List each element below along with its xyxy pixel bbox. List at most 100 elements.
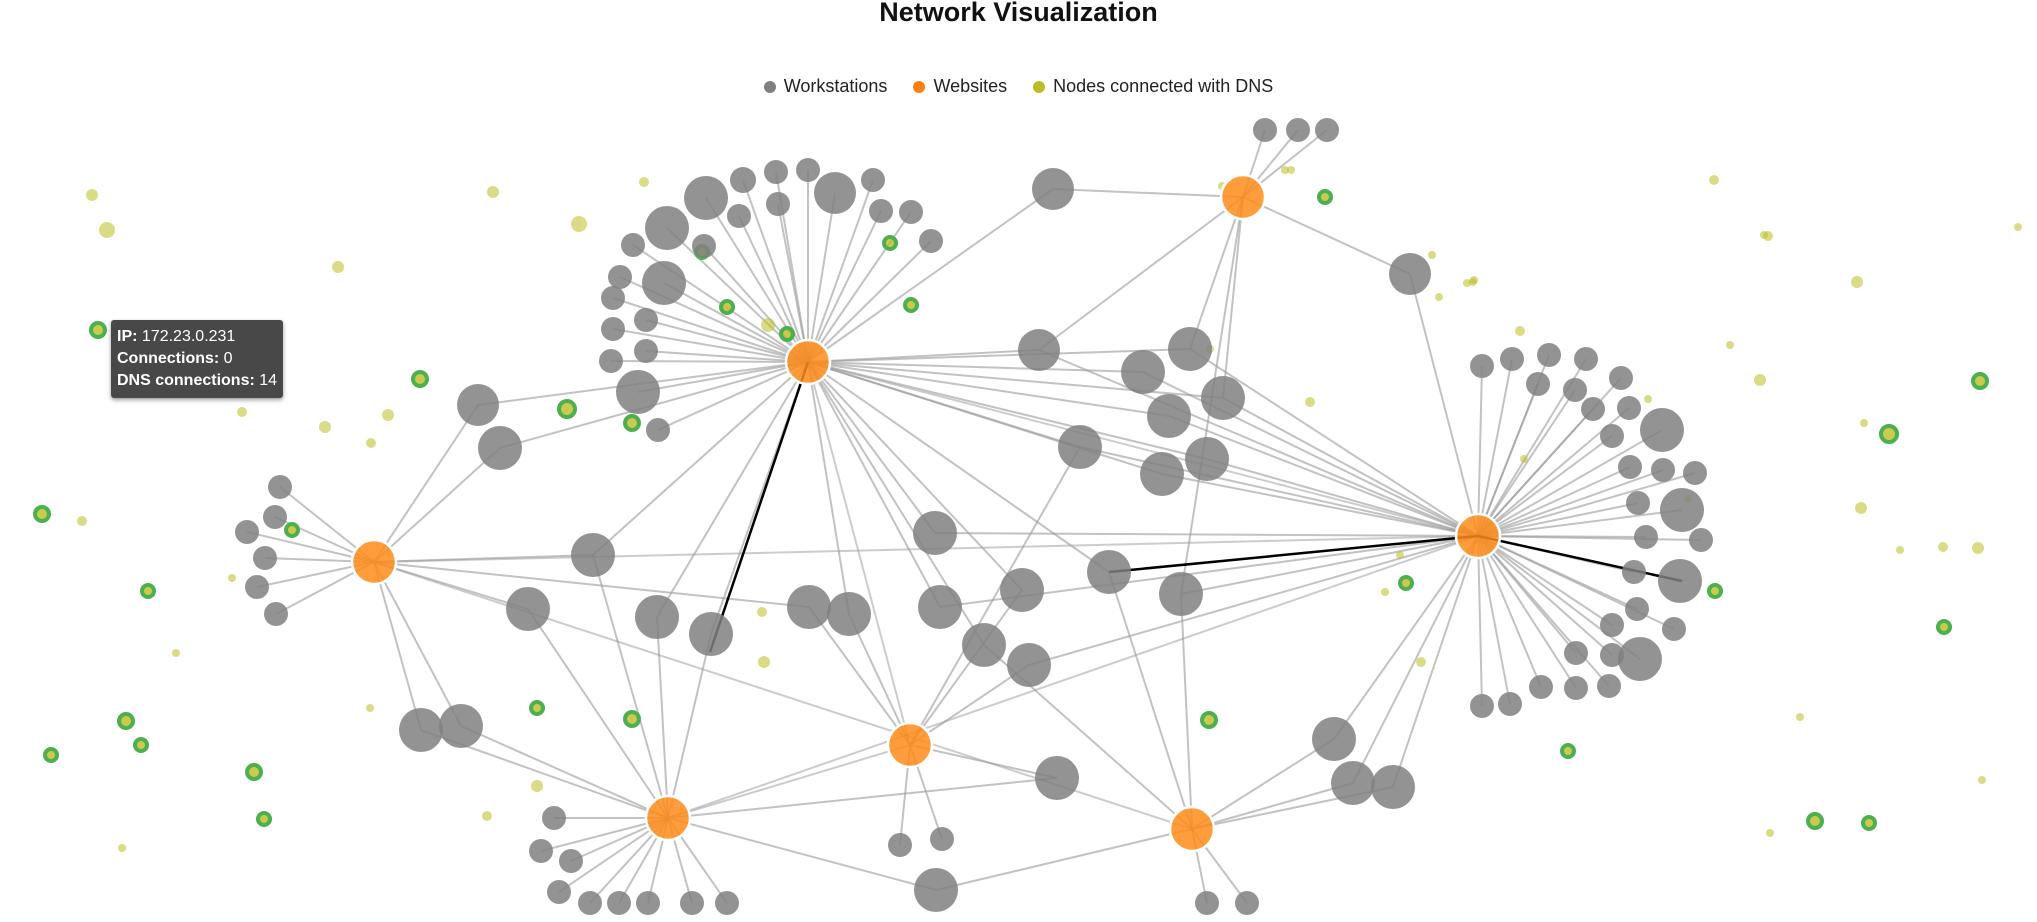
workstation-node[interactable] [616,370,660,414]
workstation-node[interactable] [899,200,923,224]
workstation-node[interactable] [1140,452,1184,496]
dns-node-ringed[interactable] [623,414,641,432]
dns-node[interactable] [1470,276,1478,284]
dns-node-ringed[interactable] [1879,424,1899,444]
workstation-node[interactable] [642,261,686,305]
workstation-node[interactable] [1312,717,1356,761]
dns-node[interactable] [1416,657,1426,667]
workstation-node[interactable] [1498,692,1522,716]
workstation-node[interactable] [1201,376,1245,420]
workstation-node[interactable] [692,234,716,258]
dns-node-ringed[interactable] [719,299,735,315]
workstation-node[interactable] [1660,488,1704,532]
dns-node[interactable] [1796,713,1804,721]
dns-node[interactable] [86,189,98,201]
dns-node-ringed[interactable] [557,399,577,419]
workstation-node[interactable] [1470,354,1494,378]
workstation-node[interactable] [439,704,483,748]
workstation-node[interactable] [1235,891,1259,915]
workstation-node[interactable] [1331,761,1375,805]
workstation-node[interactable] [264,602,288,626]
workstation-node[interactable] [1537,343,1561,367]
workstation-node[interactable] [1618,637,1662,681]
workstation-node[interactable] [263,505,287,529]
workstation-node[interactable] [888,833,912,857]
dns-node[interactable] [118,844,126,852]
workstation-node[interactable] [1626,491,1650,515]
dns-node-ringed[interactable] [1200,711,1218,729]
dns-node[interactable] [1972,542,1984,554]
dns-node[interactable] [1287,166,1295,174]
workstation-node[interactable] [547,880,571,904]
workstation-node[interactable] [506,587,550,631]
workstation-node[interactable] [919,229,943,253]
workstation-node[interactable] [1563,378,1587,402]
workstation-node[interactable] [621,233,645,257]
workstation-node[interactable] [913,511,957,555]
workstation-node[interactable] [601,317,625,341]
dns-node[interactable] [1896,546,1904,554]
dns-node[interactable] [1726,341,1734,349]
website-node[interactable] [886,721,934,769]
workstation-node[interactable] [1609,366,1633,390]
dns-node[interactable] [2014,223,2022,231]
workstation-node[interactable] [1253,118,1277,142]
workstation-node[interactable] [1600,643,1624,667]
workstation-node[interactable] [635,595,679,639]
workstation-node[interactable] [457,384,499,426]
dns-node-ringed[interactable] [623,710,641,728]
workstation-node[interactable] [827,592,871,636]
workstation-node[interactable] [796,158,820,182]
dns-node[interactable] [1381,588,1389,596]
dns-node[interactable] [1860,419,1868,427]
dns-node[interactable] [571,216,587,232]
workstation-node[interactable] [1618,455,1642,479]
workstation-node[interactable] [1286,118,1310,142]
workstation-node[interactable] [1625,597,1649,621]
workstation-node[interactable] [1371,765,1415,809]
dns-node[interactable] [319,421,331,433]
dns-node-ringed[interactable] [33,505,51,523]
workstation-node[interactable] [1597,674,1621,698]
website-node[interactable] [784,338,832,386]
dns-node[interactable] [366,438,376,448]
dns-node[interactable] [1760,231,1768,239]
dns-node[interactable] [332,261,344,273]
workstation-node[interactable] [1640,408,1684,452]
workstation-node[interactable] [787,585,831,629]
workstation-node[interactable] [730,167,756,193]
website-node[interactable] [1168,805,1216,853]
dns-node[interactable] [366,704,374,712]
workstation-node[interactable] [918,585,962,629]
workstation-node[interactable] [1147,394,1191,438]
dns-node[interactable] [228,574,236,582]
workstation-node[interactable] [1159,572,1203,616]
workstation-node[interactable] [1121,350,1165,394]
workstation-node[interactable] [861,168,885,192]
workstation-node[interactable] [601,286,625,310]
website-node[interactable] [350,538,398,586]
dns-node-ringed[interactable] [1317,189,1333,205]
workstation-node[interactable] [1087,550,1131,594]
workstation-node[interactable] [1600,424,1624,448]
workstation-node[interactable] [1689,528,1713,552]
workstation-node[interactable] [1658,559,1702,603]
dns-node-ringed[interactable] [1936,619,1952,635]
dns-node[interactable] [757,607,767,617]
workstation-node[interactable] [1662,617,1686,641]
dns-node-ringed[interactable] [43,747,59,763]
workstation-node[interactable] [645,206,689,250]
dns-node[interactable] [487,186,499,198]
dns-node[interactable] [1978,776,1986,784]
workstation-node[interactable] [542,806,566,830]
workstation-node[interactable] [814,172,856,214]
dns-node[interactable] [639,177,649,187]
workstation-node[interactable] [571,533,615,577]
workstation-node[interactable] [869,199,893,223]
dns-node-ringed[interactable] [411,370,429,388]
workstation-node[interactable] [646,418,670,442]
dns-node[interactable] [1463,279,1471,287]
workstation-node[interactable] [727,204,751,228]
workstation-node[interactable] [1185,437,1229,481]
